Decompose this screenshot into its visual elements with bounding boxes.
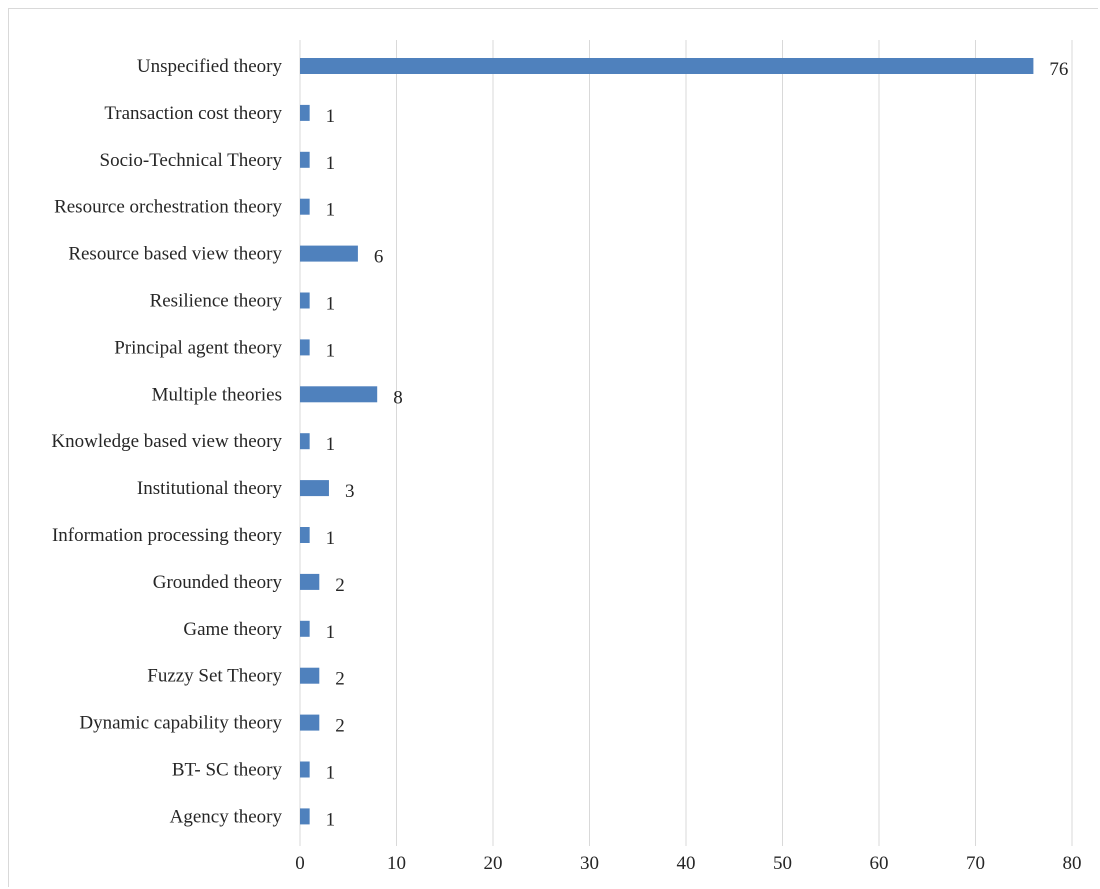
- bar: [300, 761, 310, 778]
- x-tick-label: 30: [580, 853, 599, 874]
- category-label: Principal agent theory: [114, 337, 282, 358]
- data-label: 1: [326, 622, 336, 643]
- category-label: Dynamic capability theory: [79, 713, 282, 734]
- x-tick-label: 10: [387, 853, 406, 874]
- category-label: Grounded theory: [153, 572, 283, 593]
- data-label: 1: [326, 340, 336, 361]
- bar: [300, 480, 329, 497]
- data-label: 1: [326, 434, 336, 455]
- bar: [300, 292, 310, 309]
- data-label: 3: [345, 481, 355, 502]
- category-label: Institutional theory: [137, 478, 283, 499]
- data-label: 1: [326, 763, 336, 784]
- chart-frame: [8, 8, 1098, 887]
- category-label: Socio-Technical Theory: [100, 150, 283, 171]
- data-label: 1: [326, 153, 336, 174]
- category-label: Fuzzy Set Theory: [147, 666, 282, 687]
- category-label: Resource based view theory: [68, 244, 282, 265]
- x-tick-label: 80: [1063, 853, 1082, 874]
- category-label: Resource orchestration theory: [54, 197, 282, 218]
- bar: [300, 714, 320, 731]
- category-label: Resilience theory: [150, 291, 283, 312]
- category-label: BT- SC theory: [172, 760, 283, 781]
- bar: [300, 527, 310, 543]
- category-label: Unspecified theory: [137, 56, 283, 77]
- data-label: 1: [326, 294, 336, 315]
- data-label: 6: [374, 247, 384, 268]
- bar: [300, 245, 358, 262]
- bar: [300, 198, 310, 215]
- data-label: 76: [1049, 59, 1068, 80]
- data-label: 1: [326, 106, 336, 127]
- data-label: 8: [393, 387, 403, 408]
- bar: [300, 667, 320, 684]
- data-label: 2: [335, 716, 345, 737]
- bar: [300, 58, 1034, 74]
- category-label: Transaction cost theory: [104, 103, 282, 124]
- x-tick-label: 40: [677, 853, 696, 874]
- bar: [300, 620, 310, 637]
- category-label: Knowledge based view theory: [51, 431, 282, 452]
- data-label: 2: [335, 575, 345, 596]
- data-label: 2: [335, 669, 345, 690]
- x-tick-label: 20: [484, 853, 503, 874]
- category-label: Agency theory: [170, 806, 283, 827]
- bar: [300, 433, 310, 450]
- bar: [300, 104, 310, 121]
- x-tick-label: 50: [773, 853, 792, 874]
- category-label: Information processing theory: [52, 525, 283, 546]
- category-label: Game theory: [183, 619, 282, 640]
- bar: [300, 808, 310, 825]
- bar: [300, 573, 320, 590]
- x-tick-label: 70: [966, 853, 985, 874]
- category-label: Multiple theories: [152, 384, 282, 405]
- bar: [300, 386, 378, 403]
- data-label: 1: [326, 528, 336, 549]
- bar: [300, 151, 310, 168]
- x-tick-label: 60: [870, 853, 889, 874]
- data-label: 1: [326, 200, 336, 221]
- x-tick-label: 0: [295, 853, 305, 874]
- data-label: 1: [326, 809, 336, 830]
- bar: [300, 339, 310, 356]
